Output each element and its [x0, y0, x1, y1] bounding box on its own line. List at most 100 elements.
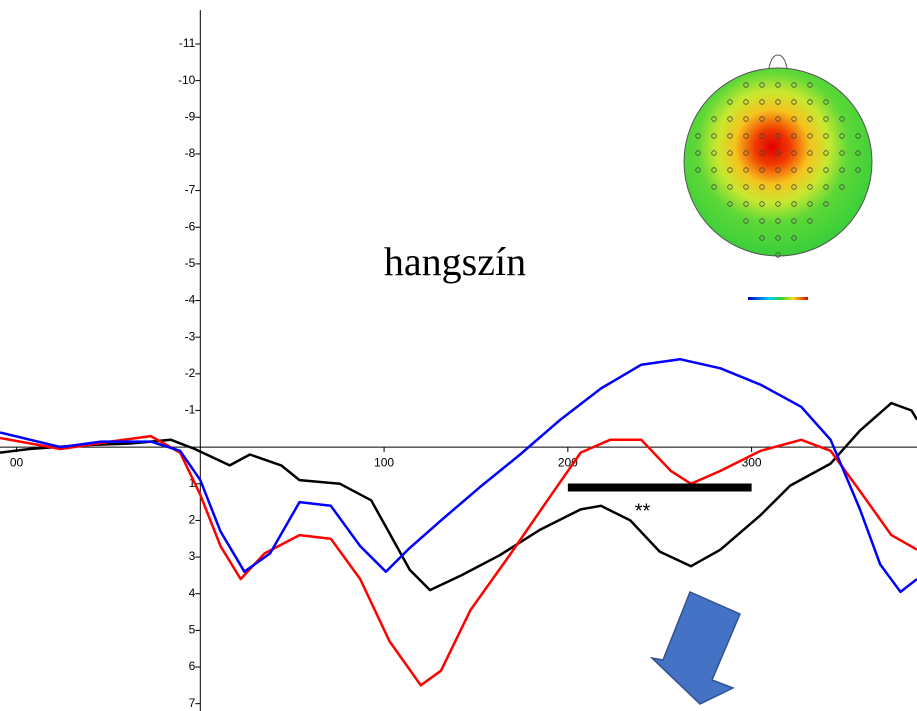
electrode: [727, 133, 733, 139]
electrode: [823, 133, 829, 139]
y-tick-label: -10: [178, 73, 196, 87]
y-tick-label: -3: [185, 329, 196, 343]
y-tick-label: -1: [185, 403, 196, 417]
color-bar: [748, 297, 808, 300]
topographic-map: [683, 54, 873, 300]
electrode: [807, 167, 813, 173]
electrode: [743, 184, 749, 190]
electrode: [711, 133, 717, 139]
electrode: [775, 99, 781, 105]
electrode: [807, 99, 813, 105]
erp-line: [0, 434, 917, 687]
electrode: [791, 150, 797, 156]
electrode: [807, 150, 813, 156]
electrode: [807, 116, 813, 122]
electrode: [727, 150, 733, 156]
electrode: [791, 201, 797, 207]
electrode: [807, 201, 813, 207]
x-tick-label: 00: [10, 455, 24, 469]
electrode: [775, 116, 781, 122]
electrode: [855, 133, 861, 139]
electrode: [759, 218, 765, 224]
electrode: [823, 201, 829, 207]
electrode: [727, 116, 733, 122]
electrode: [839, 150, 845, 156]
arrow: [649, 591, 741, 705]
electrode: [807, 218, 813, 224]
electrode: [775, 150, 781, 156]
y-tick-label: -6: [185, 219, 196, 233]
nose: [767, 54, 789, 76]
electrode: [839, 167, 845, 173]
electrode: [711, 150, 717, 156]
y-tick-label: 5: [189, 623, 196, 637]
electrode: [775, 201, 781, 207]
electrode: [775, 82, 781, 88]
y-tick-label: -7: [185, 183, 196, 197]
y-tick-label: 6: [189, 659, 196, 673]
y-tick-label: -5: [185, 256, 196, 270]
x-tick-label: 100: [374, 455, 394, 469]
electrode: [743, 133, 749, 139]
x-tick-label: 200: [558, 455, 578, 469]
electrode: [743, 218, 749, 224]
electrode: [839, 133, 845, 139]
electrode: [695, 167, 701, 173]
electrode: [727, 201, 733, 207]
x-tick-label: 300: [742, 455, 762, 469]
electrode: [759, 133, 765, 139]
electrode: [743, 150, 749, 156]
electrode: [759, 116, 765, 122]
y-tick-label: 4: [189, 586, 196, 600]
significance-label: **: [635, 500, 651, 522]
electrode: [759, 235, 765, 241]
electrode: [807, 82, 813, 88]
electrode: [759, 99, 765, 105]
electrode: [759, 150, 765, 156]
electrode: [727, 184, 733, 190]
scalp: [683, 67, 873, 257]
electrode: [791, 167, 797, 173]
electrode: [775, 218, 781, 224]
electrode: [775, 235, 781, 241]
electrode: [791, 82, 797, 88]
electrode: [823, 167, 829, 173]
electrode: [807, 184, 813, 190]
y-tick-label: 3: [189, 549, 196, 563]
y-tick-label: -4: [185, 293, 196, 307]
electrode: [855, 167, 861, 173]
electrode: [759, 201, 765, 207]
electrode: [711, 167, 717, 173]
electrode: [839, 184, 845, 190]
electrode: [775, 252, 781, 258]
electrode: [727, 99, 733, 105]
electrode: [775, 167, 781, 173]
electrode: [823, 150, 829, 156]
electrode: [839, 116, 845, 122]
electrode: [743, 167, 749, 173]
y-tick-label: -2: [185, 366, 196, 380]
electrode: [695, 150, 701, 156]
electrode: [855, 150, 861, 156]
electrode: [743, 99, 749, 105]
electrode: [791, 133, 797, 139]
electrode: [759, 167, 765, 173]
electrode: [823, 99, 829, 105]
erp-line: [0, 357, 917, 594]
electrode: [791, 184, 797, 190]
y-tick-label: -8: [185, 146, 196, 160]
electrode: [727, 167, 733, 173]
electrode: [791, 116, 797, 122]
y-tick-label: 2: [189, 513, 196, 527]
electrode: [743, 201, 749, 207]
electrode: [711, 184, 717, 190]
y-tick-label: 1: [189, 476, 196, 490]
electrode: [775, 184, 781, 190]
electrode: [759, 184, 765, 190]
erp-line: [0, 401, 917, 592]
electrode: [791, 235, 797, 241]
electrode: [743, 82, 749, 88]
electrode: [711, 116, 717, 122]
y-tick-label: -11: [179, 36, 196, 50]
